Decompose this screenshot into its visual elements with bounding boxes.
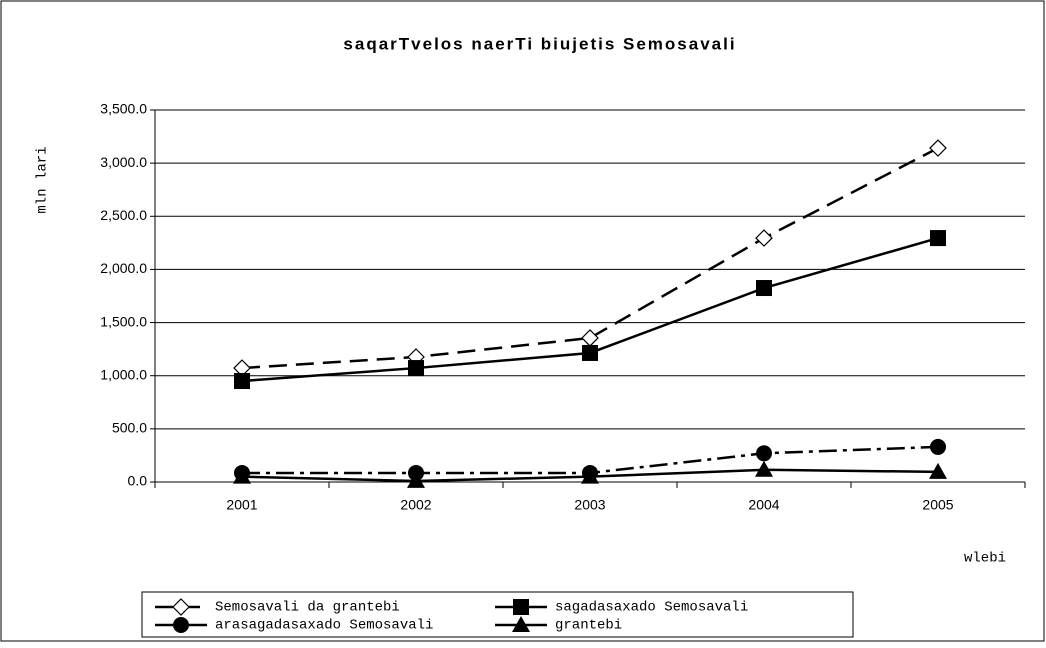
y-tick-label: 2,500.0 (100, 207, 147, 223)
legend-label: Semosavali da grantebi (215, 600, 400, 616)
marker (755, 229, 773, 247)
marker (581, 467, 599, 484)
marker (582, 344, 598, 361)
y-tick-label: 3,500.0 (100, 101, 147, 117)
y-tick-label: 1,000.0 (100, 366, 147, 382)
x-tick-label: 2001 (226, 497, 257, 513)
y-tick-label: 1,500.0 (100, 313, 147, 329)
legend-label: sagadasaxado Semosavali (555, 600, 748, 616)
x-tick-label: 2004 (748, 497, 779, 513)
legend-box (141, 591, 854, 638)
marker (929, 139, 947, 157)
series-line (241, 146, 939, 370)
y-axis-label: mln lari (35, 146, 51, 213)
legend-label: grantebi (555, 618, 622, 634)
legend-label: arasagadasaxado Semosavali (215, 618, 433, 634)
chart-title: saqarTvelos naerTi biujetis Semosavali (343, 34, 736, 53)
y-tick-label: 0.0 (128, 473, 148, 489)
legend-marker (173, 617, 189, 633)
x-tick-label: 2005 (922, 497, 953, 513)
legend-marker (512, 616, 530, 632)
marker (234, 373, 250, 390)
marker (408, 360, 424, 377)
y-tick-label: 500.0 (112, 420, 147, 436)
legend-marker (172, 598, 190, 616)
y-tick-label: 3,000.0 (100, 154, 147, 170)
marker (930, 438, 946, 455)
marker (930, 230, 946, 247)
x-tick-label: 2002 (400, 497, 431, 513)
marker (929, 462, 947, 479)
x-axis-label: wlebi (964, 551, 1006, 567)
x-tick-label: 2003 (574, 497, 605, 513)
marker (756, 280, 772, 297)
marker (407, 471, 425, 488)
y-tick-label: 2,000.0 (100, 260, 147, 276)
marker (755, 460, 773, 477)
legend-marker (513, 599, 529, 615)
marker (756, 445, 772, 462)
marker (233, 467, 251, 484)
